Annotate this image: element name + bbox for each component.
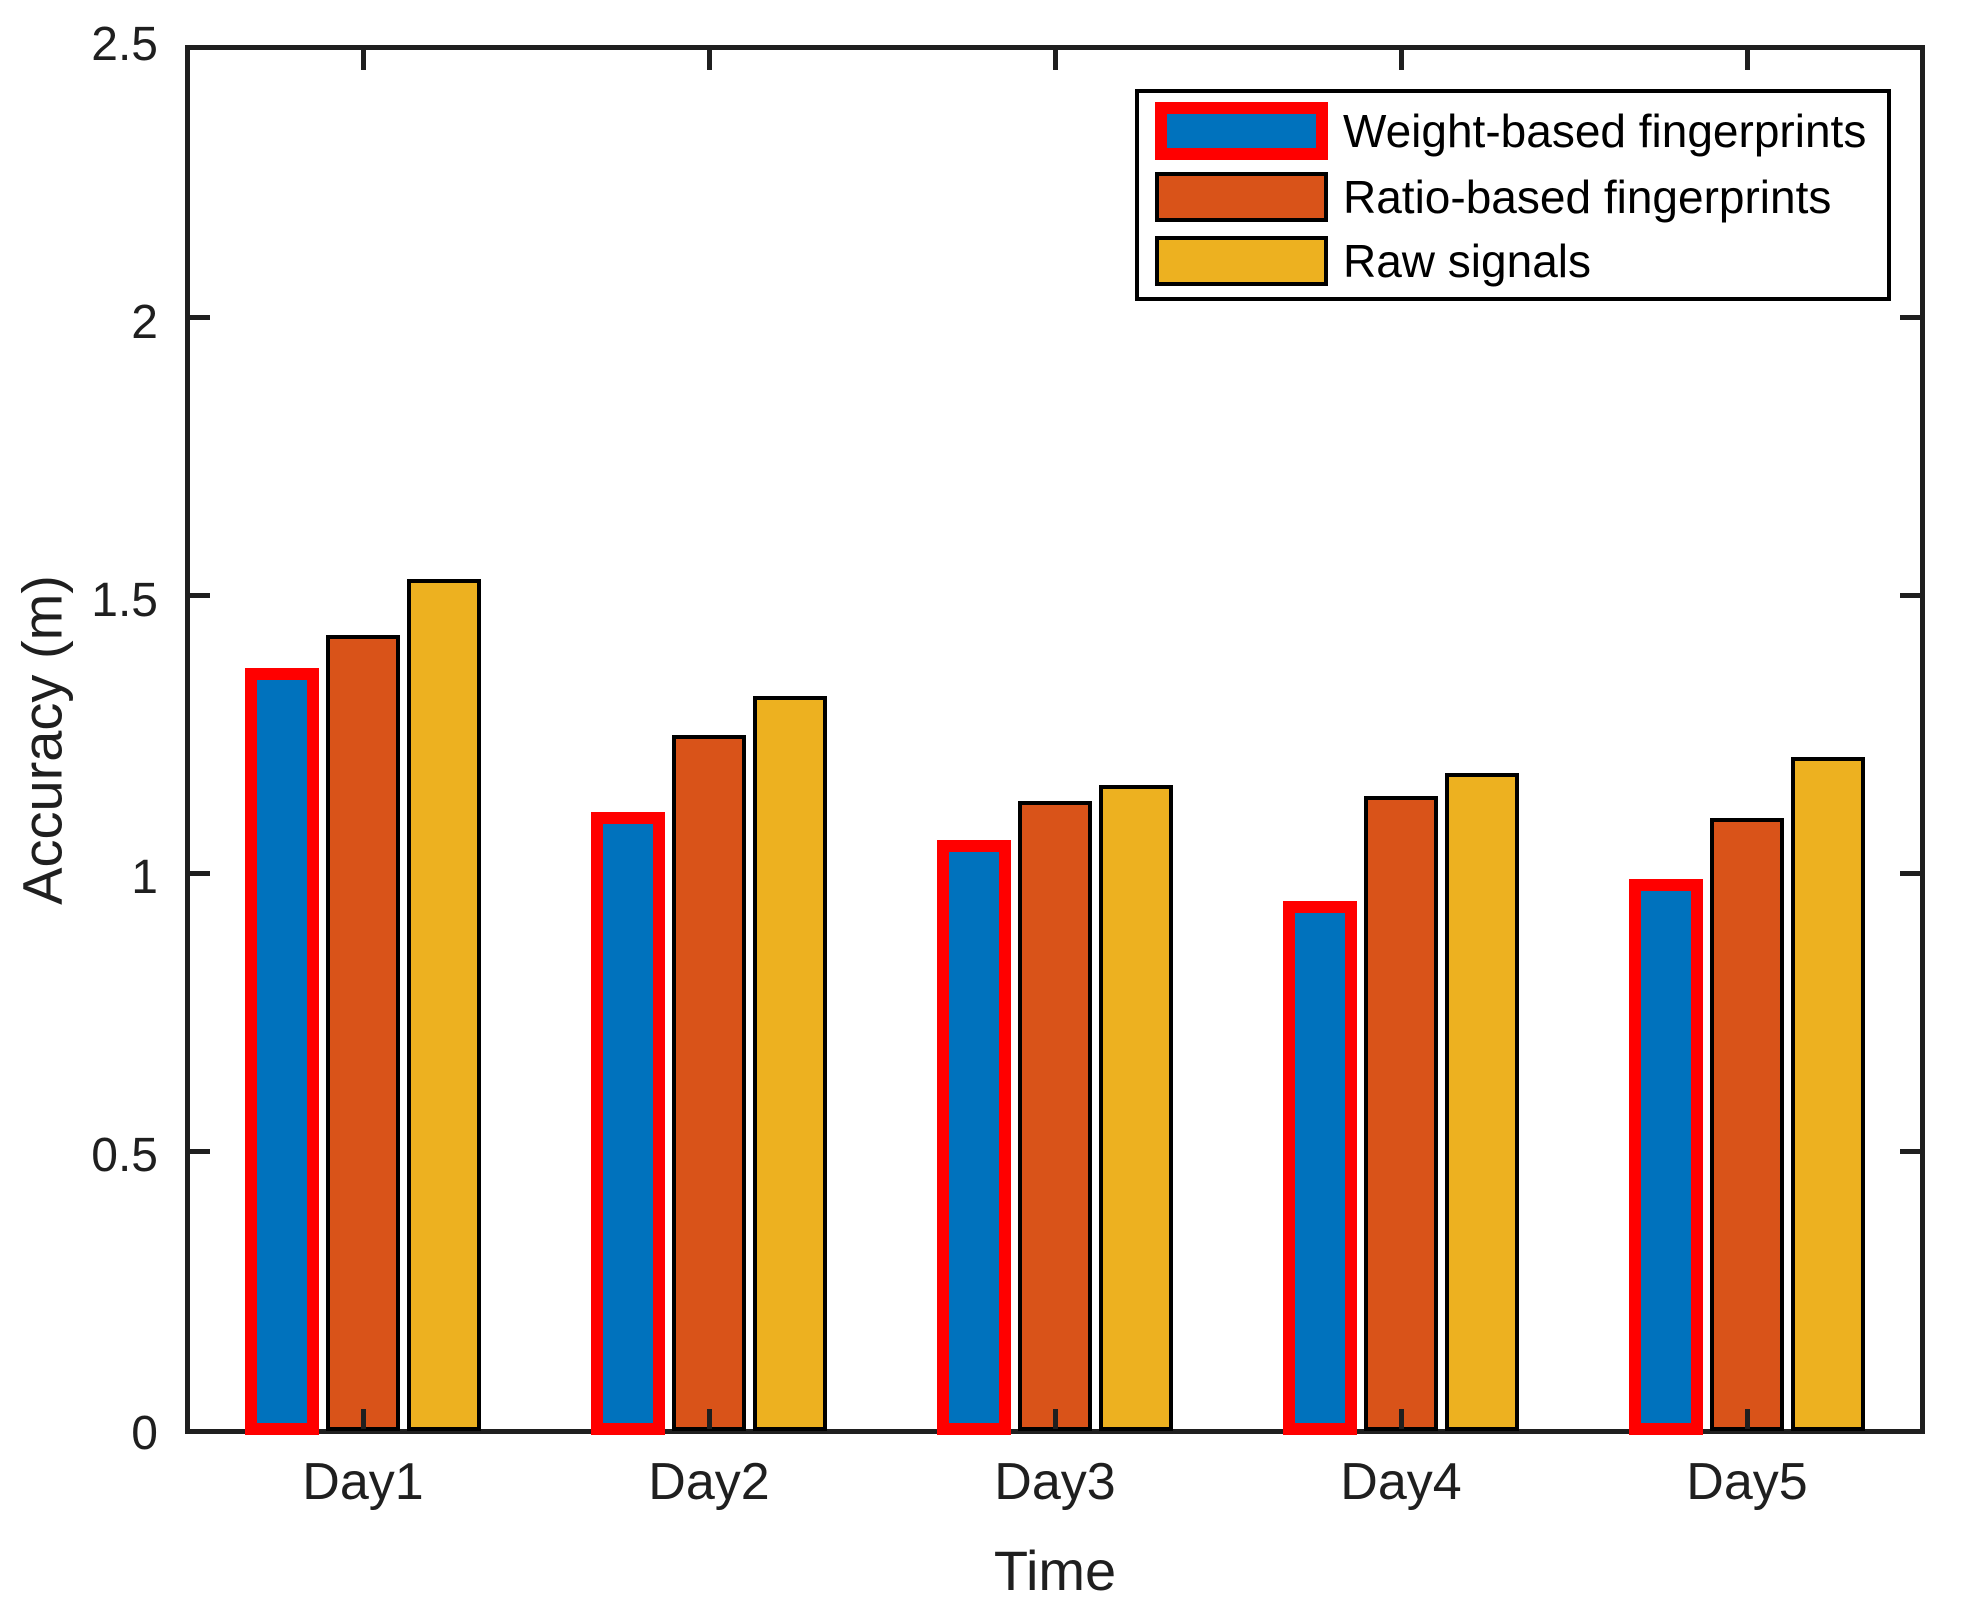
bar-day2-ratio-based [672,734,746,1431]
bar-day5-raw-signals [1791,756,1865,1431]
y-tick-left-0.5 [190,1148,210,1154]
x-tick-label-day2: Day2 [648,1453,770,1511]
x-axis-title: Time [993,1539,1117,1602]
legend-label-ratio-based: Ratio-based fingerprints [1343,171,1832,223]
legend-row-raw-signals: Raw signals [1151,234,1883,288]
y-tick-label-1.5: 1.5 [91,573,158,627]
legend-swatch-weight-based [1154,102,1328,160]
y-tick-label-0: 0 [131,1407,158,1460]
x-tick-bottom-day1 [360,1409,366,1429]
y-tick-right-0.5 [1900,1148,1920,1154]
y-tick-left-1 [190,870,210,876]
x-tick-bottom-day3 [1052,1409,1058,1429]
bar-day1-weight-based [245,667,319,1435]
y-tick-right-2 [1900,315,1920,321]
y-tick-label-2.5: 2.5 [91,18,158,71]
bar-day3-ratio-based [1018,801,1092,1431]
legend-label-weight-based: Weight-based fingerprints [1343,105,1867,157]
bar-day4-raw-signals [1445,773,1519,1431]
legend-row-ratio-based: Ratio-based fingerprints [1151,170,1883,224]
legend-row-weight-based: Weight-based fingerprints [1151,102,1883,160]
y-tick-left-1.5 [190,593,210,599]
bar-day5-ratio-based [1710,817,1784,1431]
x-tick-bottom-day4 [1398,1409,1404,1429]
x-tick-label-day4: Day4 [1340,1453,1462,1511]
legend-swatch-ratio-based [1154,172,1328,222]
x-tick-top-day2 [706,50,712,70]
bar-day1-ratio-based [326,634,400,1431]
bar-day2-weight-based [591,812,665,1435]
x-tick-top-day4 [1398,50,1404,70]
y-tick-label-0.5: 0.5 [91,1129,158,1183]
x-tick-label-day1: Day1 [302,1453,424,1511]
bar-day4-weight-based [1283,901,1357,1435]
legend-swatch-raw-signals [1154,236,1328,286]
bar-day2-raw-signals [753,695,827,1431]
bar-day5-weight-based [1629,878,1703,1435]
x-tick-label-day3: Day3 [994,1453,1116,1511]
bar-day1-raw-signals [407,578,481,1431]
x-tick-top-day3 [1052,50,1058,70]
x-tick-top-day5 [1744,50,1750,70]
y-tick-left-2 [190,315,210,321]
legend-label-raw-signals: Raw signals [1343,235,1591,287]
y-tick-label-1: 1 [131,851,158,905]
bar-day3-raw-signals [1099,784,1173,1431]
x-tick-label-day5: Day5 [1686,1453,1808,1511]
x-tick-top-day1 [360,50,366,70]
legend: Weight-based fingerprints Ratio-based fi… [1135,89,1891,301]
x-tick-bottom-day2 [706,1409,712,1429]
x-tick-bottom-day5 [1744,1409,1750,1429]
bar-day3-weight-based [937,840,1011,1435]
y-tick-right-1 [1900,870,1920,876]
y-tick-right-1.5 [1900,593,1920,599]
bar-day4-ratio-based [1364,795,1438,1431]
y-tick-label-2: 2 [131,295,158,349]
